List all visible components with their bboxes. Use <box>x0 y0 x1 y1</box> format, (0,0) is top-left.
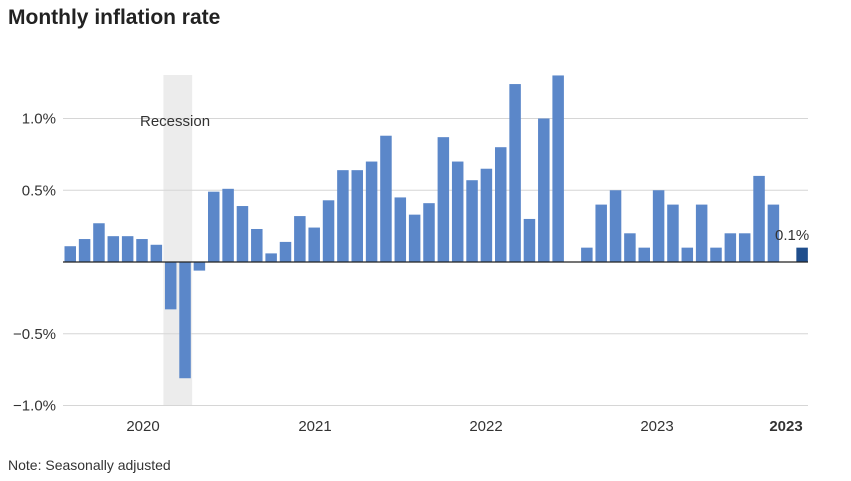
x-tick-label: 2020 <box>126 418 159 435</box>
recession-label: Recession <box>140 113 210 130</box>
bar <box>136 239 148 262</box>
y-tick-label: 1.0% <box>22 111 56 128</box>
y-tick-label: 0.5% <box>22 182 56 199</box>
bar <box>164 262 177 310</box>
bar <box>294 216 306 262</box>
y-tick-label: −1.0% <box>13 398 56 415</box>
bar <box>667 204 679 262</box>
bar <box>523 218 536 262</box>
bar <box>222 188 234 262</box>
bar <box>408 214 421 262</box>
x-tick-label: 2021 <box>298 418 331 435</box>
bar <box>451 161 464 262</box>
bar <box>624 233 636 262</box>
bar <box>581 247 593 262</box>
bar <box>738 233 751 262</box>
bar <box>150 244 163 262</box>
x-tick-label: 2023 <box>640 418 673 435</box>
bar <box>552 75 564 262</box>
bar <box>710 247 722 262</box>
bar <box>538 118 550 262</box>
bar <box>322 200 335 262</box>
chart-title: Monthly inflation rate <box>8 6 221 29</box>
x-tick-label: 2023 <box>769 418 802 435</box>
latest-value-label: 0.1% <box>775 227 809 244</box>
bar <box>337 170 349 262</box>
bar <box>351 170 363 262</box>
bar <box>236 206 249 262</box>
bar <box>394 197 407 262</box>
bar <box>767 204 780 262</box>
bar <box>724 233 737 262</box>
bar <box>64 246 76 262</box>
bar <box>121 236 134 262</box>
bar <box>509 84 521 262</box>
bar <box>308 227 320 262</box>
bar <box>423 203 435 262</box>
bar <box>208 191 220 262</box>
chart-note: Note: Seasonally adjusted <box>8 457 171 473</box>
bar <box>681 247 694 262</box>
latest-bar <box>796 247 808 262</box>
bar <box>365 161 378 262</box>
bar <box>638 247 650 262</box>
bar <box>179 262 191 379</box>
bar <box>652 190 665 262</box>
bar <box>251 228 263 262</box>
bar <box>480 168 493 262</box>
bar <box>695 204 708 262</box>
bar <box>279 241 292 262</box>
bar <box>380 135 392 262</box>
y-tick-label: −0.5% <box>13 326 56 343</box>
bar <box>265 253 277 262</box>
bar <box>466 180 478 262</box>
bar <box>437 137 450 262</box>
bar <box>609 190 622 262</box>
bar <box>495 147 507 262</box>
bar <box>107 236 120 262</box>
bar <box>753 175 765 262</box>
bar <box>595 204 607 262</box>
x-tick-label: 2022 <box>469 418 502 435</box>
bar <box>93 223 105 262</box>
bar <box>193 262 206 271</box>
bar <box>78 239 91 262</box>
